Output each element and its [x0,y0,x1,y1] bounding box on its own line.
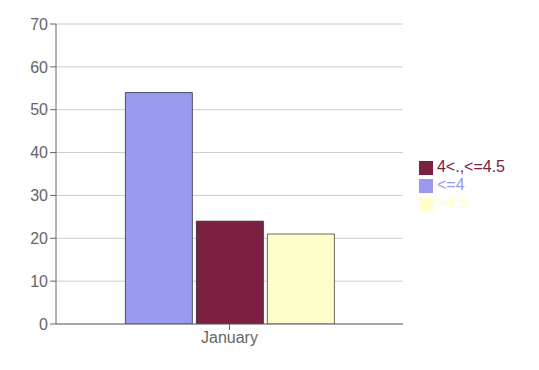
svg-text:0: 0 [39,316,48,333]
svg-text:60: 60 [30,59,48,76]
svg-text:40: 40 [30,144,48,161]
svg-text:30: 30 [30,187,48,204]
svg-text:January: January [201,329,258,346]
html-text:4<.,<=4.5: 4<.,<=4.5 [436,158,505,175]
svg-text:70: 70 [30,16,48,33]
svg-text:20: 20 [30,230,48,247]
html-text:>4.5: >4.5 [436,194,469,211]
html-text:<=4: <=4 [436,176,465,193]
svg-text:50: 50 [30,101,48,118]
svg-text:10: 10 [30,273,48,290]
